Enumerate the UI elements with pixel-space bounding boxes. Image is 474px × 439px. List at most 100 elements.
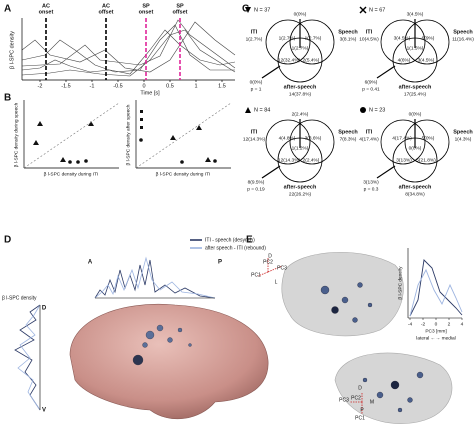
axis-line	[135, 102, 232, 169]
direction-label: D	[42, 306, 47, 312]
brain-hull	[281, 251, 404, 337]
axis-direction: PC1	[251, 272, 261, 278]
axis-line	[376, 65, 396, 79]
x-tick-label: 1.5	[218, 83, 226, 89]
legend-label: after speech - ITI (rebound)	[205, 245, 266, 251]
set-label: ITI	[366, 129, 373, 135]
x-tick-label: 0	[142, 83, 145, 89]
count-label: N = 23	[369, 107, 385, 113]
venn-value: 1(2.7%)	[305, 35, 322, 41]
y-axis-label: β l-SPC density	[9, 31, 15, 69]
event-label: onset	[139, 9, 154, 15]
venn-value: 3(3.6%)	[305, 135, 322, 141]
venn-value: 6(9%)	[422, 35, 435, 41]
venn-value: 2(5.4%)	[303, 57, 320, 63]
y-axis-label: β l-SPC density after speech	[125, 104, 131, 165]
p-value: p = 0.41	[362, 86, 380, 92]
set-label: after-speech	[399, 84, 432, 90]
set-label: after-speech	[284, 184, 317, 190]
venn-value: 3(13%)	[363, 179, 379, 185]
set-label: ITI	[251, 29, 258, 35]
venn-value: 5(0%)	[422, 135, 435, 141]
venn-value: 4(17.4%)	[359, 136, 379, 142]
venn-value: 1(2.7%)	[292, 45, 309, 51]
venn-value: 1(2.7%)	[246, 36, 263, 42]
x-tick-label: 0	[435, 321, 438, 327]
venn-value: 1(2.7%)	[279, 35, 296, 41]
y-axis-label: β l-SPC density	[397, 266, 403, 300]
x-tick-label: 4	[461, 321, 464, 327]
direction-label: P	[218, 260, 222, 266]
set-label: after-speech	[284, 84, 317, 90]
venn-circle	[380, 119, 426, 165]
panel-label: B	[4, 93, 11, 104]
x-tick-label: -2	[421, 321, 426, 327]
venn-value: 3(4.5%)	[394, 35, 411, 41]
x-axis-label: PC3 [mm]	[425, 328, 446, 334]
electrodes	[132, 324, 192, 366]
p-value: p = 0.19	[247, 186, 265, 192]
venn-circle	[289, 119, 335, 165]
set-label: Speech	[453, 29, 473, 35]
axis-direction: PC1	[355, 415, 365, 421]
venn-value: 7(8.3%)	[340, 136, 357, 142]
x-tick-label: 2	[448, 321, 451, 327]
axis-line	[261, 165, 281, 179]
venn-value: 4(4.8%)	[279, 135, 296, 141]
set-label: ITI	[251, 129, 258, 135]
brain-surface	[69, 303, 269, 420]
direction-label: A	[88, 260, 93, 266]
venn-value: 8(34.8%)	[405, 191, 425, 197]
axis-line	[376, 165, 396, 179]
panel-label: A	[4, 4, 11, 15]
x-tick-label: -2	[38, 83, 43, 89]
venn-value: 22(26.2%)	[289, 191, 312, 197]
panel-label: D	[4, 235, 11, 246]
density-curve	[409, 268, 463, 317]
axis-direction: D	[358, 385, 362, 391]
marker	[245, 7, 251, 13]
density-curve	[409, 259, 463, 317]
venn-value: 3(4.5%)	[418, 57, 435, 63]
panel-label: E	[246, 235, 253, 246]
venn-circle	[404, 19, 450, 65]
axis-line	[257, 271, 269, 277]
axis-direction: PC3	[339, 397, 349, 403]
event-label: AC	[42, 3, 50, 9]
direction-label: V	[42, 408, 46, 414]
venn-value: 17(25.4%)	[404, 91, 427, 97]
x-tick-label: 1	[194, 83, 197, 89]
panel-label: C	[242, 4, 249, 15]
venn-value: 0(0%)	[409, 145, 422, 151]
marker	[245, 107, 251, 113]
venn-value: 0(0%)	[409, 111, 422, 117]
venn-value: 11(16.4%)	[452, 36, 474, 42]
venn-value: 4(6%)	[398, 57, 411, 63]
axis-direction: PC2	[263, 259, 273, 265]
y-axis-label: β l-SPC density during speech	[13, 102, 19, 167]
event-label: onset	[39, 9, 54, 15]
venn-value: 4(17.4%)	[392, 135, 412, 141]
venn-value: 8(9.5%)	[248, 179, 265, 185]
set-label: Speech	[338, 129, 358, 135]
x-tick-label: -4	[408, 321, 413, 327]
venn-circle	[380, 19, 426, 65]
axis-direction: P	[360, 407, 364, 413]
count-label: N = 84	[254, 107, 270, 113]
histograms	[14, 256, 216, 411]
venn-value: 0(0%)	[294, 11, 307, 17]
axis-direction: D	[268, 253, 272, 259]
venn-value: 3(4.5%)	[407, 11, 424, 17]
event-label: SP	[176, 3, 184, 9]
x-axis-label: Time [s]	[140, 90, 160, 96]
venn-value: 1(1.5%)	[407, 45, 424, 51]
set-label: Speech	[453, 129, 473, 135]
venn-value: 6(9%)	[365, 79, 378, 85]
venn-circle	[289, 19, 335, 65]
venn-value: 5(21.8%)	[416, 157, 436, 163]
legend-label: ITI - speech (desynch)	[205, 237, 255, 243]
marker	[360, 107, 366, 113]
venn-value: 2(2.4%)	[292, 111, 309, 117]
venn-value: 14(37.8%)	[289, 91, 312, 97]
venn-circle	[404, 119, 450, 165]
